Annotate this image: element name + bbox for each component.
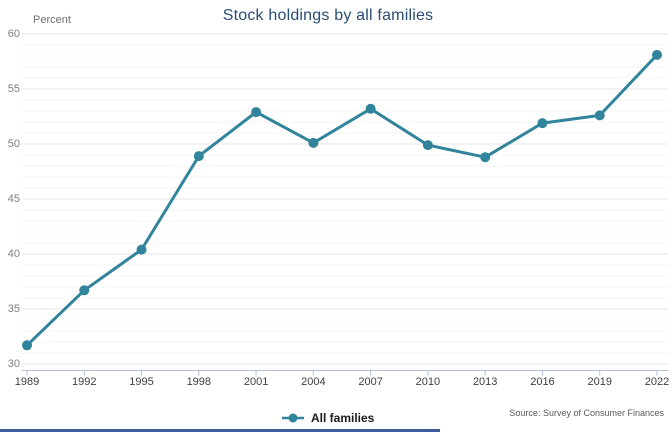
line-chart-plot-area: 30 35 40 45 50 55 60 1989 1992 1995 1998 2001 2004 20… [8, 28, 669, 388]
series-line [25, 53, 659, 347]
x-tick-label: 2001 [244, 376, 268, 388]
x-tick-label: 1989 [15, 376, 39, 388]
data-point [422, 140, 433, 151]
data-point [193, 151, 204, 162]
x-tick-label: 2022 [645, 376, 669, 388]
y-tick-label: 60 [8, 28, 20, 40]
x-tick-label: 2007 [358, 376, 382, 388]
y-tick-label: 45 [8, 193, 20, 205]
data-point [594, 110, 605, 121]
y-tick-label: 30 [8, 358, 20, 370]
source-note: Source: Survey of Consumer Finances [509, 408, 664, 418]
y-axis-unit-label: Percent [33, 14, 71, 26]
data-point [136, 244, 147, 255]
y-tick-label: 35 [8, 303, 20, 315]
x-tick-label: 1992 [72, 376, 96, 388]
chart-title: Stock holdings by all families [222, 7, 434, 24]
x-tick-label: 1995 [129, 376, 153, 388]
bottom-edge-strip [0, 429, 440, 432]
x-tick-label: 2004 [301, 376, 325, 388]
y-tick-label: 50 [8, 138, 20, 150]
data-point [22, 340, 32, 351]
data-point [480, 152, 491, 163]
x-tick-label: 2016 [530, 376, 554, 388]
x-tick-label: 1998 [187, 376, 211, 388]
legend-label: All families [311, 411, 375, 425]
legend: All families [281, 411, 374, 425]
x-tick-label: 2013 [473, 376, 497, 388]
data-point [308, 137, 319, 148]
data-point [251, 107, 262, 118]
data-point [79, 285, 90, 296]
y-tick-label: 55 [8, 83, 20, 95]
data-point [652, 49, 662, 60]
legend-line-marker-icon [282, 413, 304, 423]
x-tick-label: 2019 [587, 376, 611, 388]
data-point [365, 103, 376, 114]
x-tick-label: 2010 [416, 376, 440, 388]
y-tick-label: 40 [8, 248, 20, 260]
data-point [537, 118, 548, 129]
